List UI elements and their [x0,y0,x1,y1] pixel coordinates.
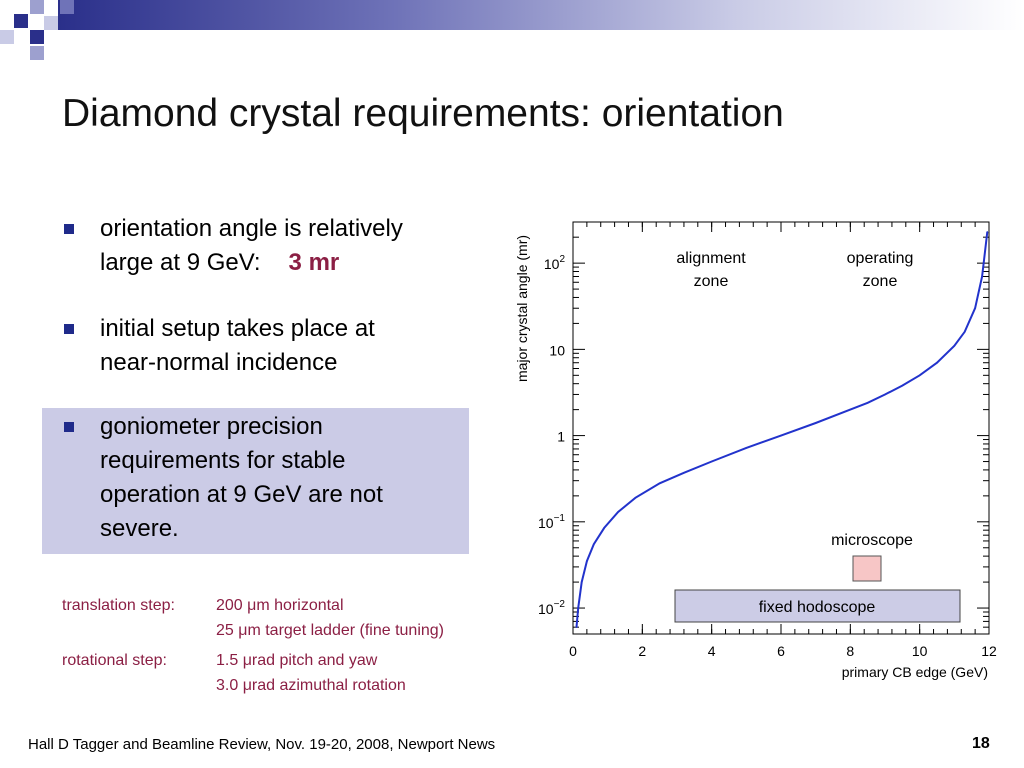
data-point [901,384,904,387]
bullet-square-icon [64,422,74,432]
data-point [918,374,921,377]
y-axis-label: major crystal angle (mr) [514,235,530,382]
x-tick-label: 0 [569,643,577,659]
x-tick-label: 10 [912,643,928,659]
translation-step-value: 25 μm target ladder (fine tuning) [216,622,445,639]
data-point [634,497,637,499]
data-point [936,361,938,364]
x-tick-label: 12 [981,643,997,659]
data-point [884,393,886,396]
series-layer [575,231,989,628]
series-line [575,231,989,628]
data-point [658,482,661,485]
x-tick-label: 4 [708,643,716,659]
data-point [577,607,579,609]
data-point [617,511,619,513]
x-axis-label: primary CB edge (GeV) [842,664,988,680]
header-gradient-bar [58,0,1024,30]
operating-zone-label: zone [863,273,898,290]
deco-square [30,30,44,44]
data-point [580,581,583,583]
x-tick-labels: 0 2 4 6 8 10 12 [569,643,997,659]
data-point [849,408,852,411]
y-tick-labels: 10−2 10−1 1 10 102 [538,254,565,617]
fixed-hodoscope-box [674,589,961,623]
deco-square [0,30,14,44]
data-point [953,345,956,347]
footer-text: Hall D Tagger and Beamline Review, Nov. … [28,736,496,753]
data-point [745,447,748,449]
bullet-text: large at 9 GeV: [100,249,261,276]
data-point [974,307,976,310]
data-point [963,331,966,333]
bullet-text: orientation angle is relatively [100,215,403,242]
microscope-box [852,555,882,582]
plot-frame [572,221,990,635]
bullet-text: severe. [100,515,179,542]
bullet-square-icon [64,224,74,234]
bullet-text: requirements for stable [100,447,346,474]
emphasis-value: 3 mr [288,249,340,276]
x-tick-label: 8 [846,643,854,659]
deco-square [60,0,74,14]
y-tick-label: 102 [544,254,566,272]
y-tick-label: 1 [557,429,565,445]
data-point [814,422,817,424]
y-tick-label: 10 [549,342,565,358]
x-tick-label: 6 [777,643,785,659]
rotational-step-value: 3.0 μrad azimuthal rotation [216,677,406,694]
alignment-zone-label: alignment [676,250,746,267]
data-point [586,560,588,562]
bullet-text: operation at 9 GeV are not [100,481,383,508]
data-point [866,402,869,404]
data-point [780,434,782,437]
data-point [683,472,685,474]
deco-square [14,14,28,28]
slide-title: Diamond crystal requirements: orientatio… [62,92,784,135]
deco-square [30,0,44,14]
x-tick-label: 2 [638,643,646,659]
deco-square [30,46,44,60]
data-point [986,231,989,233]
translation-step-value: 200 μm horizontal [216,597,344,614]
y-tick-label: 10−2 [538,599,565,617]
microscope-label: microscope [831,532,913,549]
fixed-hodoscope-label: fixed hodoscope [759,599,876,616]
data-point [603,527,605,529]
operating-zone-label: operating [847,250,914,267]
bullet-text: goniometer precision [100,413,323,440]
data-point [981,275,983,278]
rotational-step-label: rotational step: [62,652,167,669]
bullet-text: initial setup takes place at [100,315,375,342]
axis-ticks [572,221,990,635]
bullet-square-icon [64,324,74,334]
data-point [710,460,713,463]
deco-square [44,16,58,30]
rotational-step-value: 1.5 μrad pitch and yaw [216,652,378,669]
data-point [575,626,578,628]
y-tick-label: 10−1 [538,513,565,531]
translation-step-label: translation step: [62,597,175,614]
alignment-zone-label: zone [694,273,729,290]
bullet-text: near-normal incidence [100,349,338,376]
data-point [593,543,595,545]
page-number: 18 [972,735,990,752]
highlight-box [42,408,469,554]
